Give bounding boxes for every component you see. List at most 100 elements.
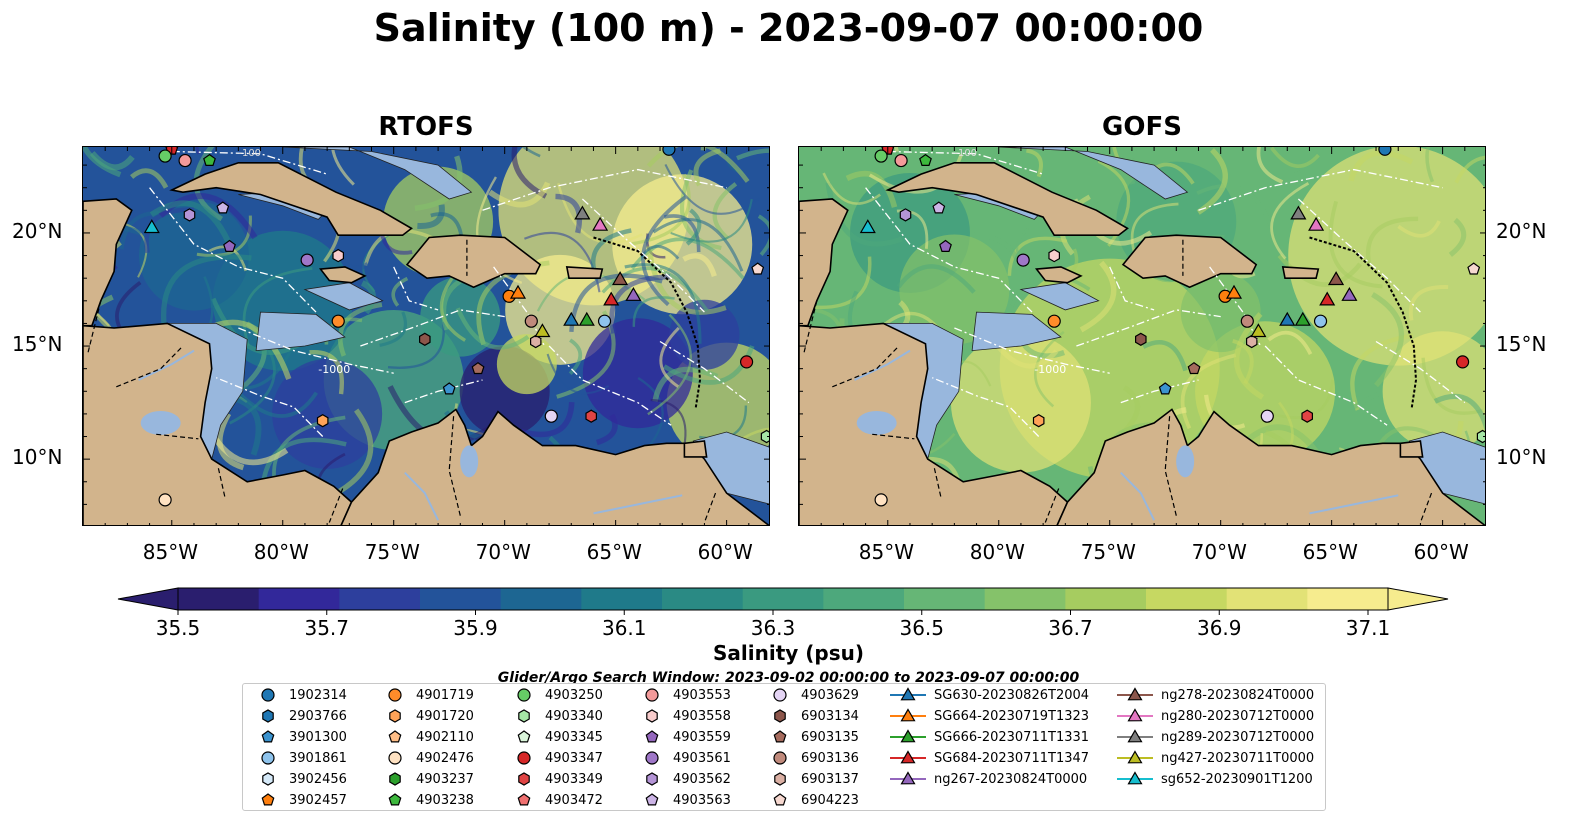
legend-label: 3901861 xyxy=(289,750,347,766)
eez-boundary xyxy=(1109,266,1155,311)
river xyxy=(138,349,195,381)
colorbar-segment xyxy=(258,588,340,610)
argo-marker xyxy=(300,253,314,267)
legend-item: 6903136 xyxy=(765,748,859,768)
legend-marker xyxy=(645,688,659,702)
legend-item: SG684-20230711T1347 xyxy=(888,748,1089,768)
border-line xyxy=(872,433,915,440)
legend-item: 4902476 xyxy=(380,748,474,768)
argo-marker xyxy=(1047,314,1061,328)
eez-boundary xyxy=(482,168,727,211)
glider-marker xyxy=(611,271,629,286)
legend-item: 4901719 xyxy=(380,685,474,705)
legend-label: 4903237 xyxy=(416,771,474,787)
legend-marker xyxy=(388,751,402,765)
shelf-nicaraguaRise xyxy=(971,311,1062,352)
argo-marker xyxy=(1260,409,1274,423)
argo-marker xyxy=(332,248,344,263)
legend-item: 3902456 xyxy=(253,769,347,789)
legend-item: 4903349 xyxy=(509,769,603,789)
border-line xyxy=(1044,488,1060,523)
legend-item: 3902457 xyxy=(253,790,347,810)
legend-marker xyxy=(1127,771,1143,785)
land-trinidad xyxy=(683,440,708,458)
argo-marker xyxy=(1313,314,1328,328)
argo-marker xyxy=(1032,414,1045,428)
river xyxy=(854,349,911,381)
argo-marker xyxy=(471,361,485,375)
argo-marker xyxy=(1187,361,1201,375)
argo-marker xyxy=(223,239,236,253)
river xyxy=(1120,471,1155,521)
contour-label: -1000 xyxy=(318,363,350,376)
eez-boundary xyxy=(360,309,505,347)
legend-label: 3901300 xyxy=(289,729,347,745)
glider-marker xyxy=(534,323,551,338)
argo-marker xyxy=(331,314,345,328)
shelf-jamaicaBank xyxy=(303,282,384,311)
legend-label: 4901720 xyxy=(416,708,474,724)
argo-marker xyxy=(1378,147,1392,156)
legend-item: 4903558 xyxy=(637,706,731,726)
argo-marker xyxy=(874,493,888,507)
legend-label: sg652-20230901T1200 xyxy=(1161,771,1313,787)
shelf-bahamas xyxy=(282,147,473,200)
legend-marker xyxy=(900,729,916,743)
eez-boundary xyxy=(1375,340,1466,404)
eez-boundary xyxy=(954,327,1110,374)
border-line xyxy=(217,468,226,498)
legend-marker xyxy=(388,688,402,702)
legend-label: SG630-20230826T2004 xyxy=(934,687,1090,703)
colorbar-segment xyxy=(742,588,824,610)
legend-item: 6903135 xyxy=(765,727,859,747)
glider-marker xyxy=(625,287,642,301)
argo-marker xyxy=(216,201,230,214)
map-rtofs: -1000 -100 xyxy=(82,146,770,526)
legend-marker xyxy=(773,793,787,806)
glider-marker xyxy=(859,219,876,234)
border-line xyxy=(448,416,461,516)
argo-marker xyxy=(1301,409,1314,423)
land-jamaica xyxy=(318,266,367,284)
legend-marker xyxy=(773,688,787,702)
lon-tick-label: 80°W xyxy=(253,540,309,564)
bathymetry-contour xyxy=(593,236,702,410)
river xyxy=(593,494,683,515)
lat-tick-label: 10°N xyxy=(12,445,63,470)
argo-marker xyxy=(899,208,912,222)
legend-marker xyxy=(774,772,786,786)
lake-maracaibo xyxy=(460,445,479,478)
legend-item: 4903562 xyxy=(637,769,731,789)
legend-marker xyxy=(645,730,659,743)
legend-label: 4902476 xyxy=(416,750,474,766)
colorbar-segment xyxy=(500,588,582,610)
argo-marker xyxy=(932,201,946,214)
legend-marker xyxy=(517,730,531,743)
colorbar-segment xyxy=(339,588,421,610)
glider-marker xyxy=(1341,287,1358,301)
argo-marker xyxy=(739,355,754,369)
legend-marker xyxy=(646,709,658,723)
colorbar-label: Salinity (psu) xyxy=(712,641,864,665)
legend-item: SG666-20230711T1331 xyxy=(888,727,1089,747)
colorbar-segment xyxy=(581,588,663,610)
legend-label: 4903561 xyxy=(673,750,731,766)
eez-boundary xyxy=(1120,379,1199,404)
land-hispaniola xyxy=(1121,234,1258,289)
legend-marker xyxy=(1127,729,1143,743)
glider-marker xyxy=(1308,216,1325,231)
glider-marker xyxy=(603,291,620,306)
legend-item: 3901861 xyxy=(253,748,347,768)
shelf-jamaicaBank xyxy=(1019,282,1100,311)
argo-marker xyxy=(442,382,456,395)
legend-label: 1902314 xyxy=(289,687,347,703)
legend-label: 4903347 xyxy=(545,750,603,766)
legend-marker xyxy=(900,750,916,764)
legend-item: ng267-20230824T0000 xyxy=(888,769,1087,789)
legend-marker xyxy=(645,751,659,765)
lon-tick-label: 70°W xyxy=(475,540,531,564)
land-trinidad xyxy=(1399,440,1424,458)
legend-label: ng267-20230824T0000 xyxy=(934,771,1088,787)
legend-item: 1902314 xyxy=(253,685,347,705)
lat-tick-label: 15°N xyxy=(1496,332,1547,357)
